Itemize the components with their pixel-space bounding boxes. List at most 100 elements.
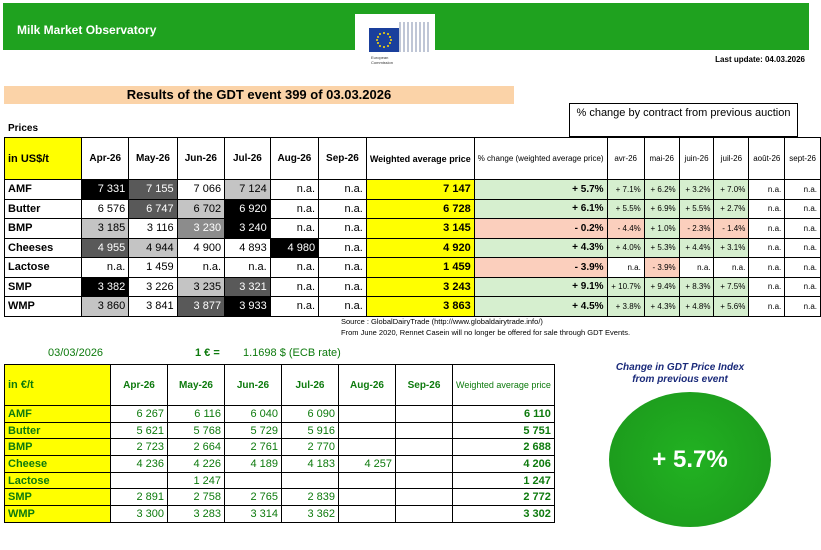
weighted-price: 3 145 xyxy=(365,218,475,239)
price-cell: 5 729 xyxy=(224,421,282,440)
price-cell xyxy=(395,488,453,507)
contract-change: + 7.1% xyxy=(606,179,645,200)
price-cell: 2 664 xyxy=(167,438,225,457)
price-cell: 5 768 xyxy=(167,421,225,440)
price-cell xyxy=(224,471,282,490)
price-cell: 3 382 xyxy=(81,276,130,297)
product-name: BMP xyxy=(3,218,83,239)
price-cell xyxy=(338,438,396,457)
price-cell: 7 331 xyxy=(81,179,130,200)
table-row: WMP 3 300 3 283 3 314 3 362 3 302 xyxy=(4,505,555,523)
month-header: May-26 xyxy=(128,137,178,180)
price-cell: 3 185 xyxy=(81,218,130,239)
table-row: Lactose n.a. 1 459 n.a. n.a. n.a. n.a. 1 459- 3… xyxy=(3,257,821,278)
logo-caption: European Commission xyxy=(371,55,394,65)
contract-change: + 1.0% xyxy=(643,218,680,239)
price-cell: n.a. xyxy=(318,237,367,258)
weighted-price: 5 751 xyxy=(452,421,555,440)
pct-change: + 6.1% xyxy=(473,198,608,219)
price-cell: 2 839 xyxy=(281,488,339,507)
contract-change: n.a. xyxy=(784,218,821,239)
contract-change: n.a. xyxy=(748,276,786,297)
table-row: Lactose 1 247 1 247 xyxy=(4,471,555,490)
price-cell: 6 090 xyxy=(281,405,339,423)
contract-change: n.a. xyxy=(748,257,786,278)
table-row: AMF 6 267 6 116 6 040 6 090 6 110 xyxy=(4,405,555,423)
price-cell: 2 770 xyxy=(281,438,339,457)
weighted-header: Weighted average price xyxy=(365,137,475,180)
contract-change: + 3.2% xyxy=(678,179,715,200)
price-cell: 2 891 xyxy=(110,488,168,507)
price-cell: n.a. xyxy=(269,198,320,219)
contract-change: + 9.4% xyxy=(643,276,680,297)
price-cell xyxy=(110,471,168,490)
price-cell: n.a. xyxy=(318,276,367,297)
price-cell: 2 758 xyxy=(167,488,225,507)
price-cell: n.a. xyxy=(269,276,320,297)
month-header: Jun-26 xyxy=(224,364,282,406)
product-name: AMF xyxy=(4,405,111,423)
price-cell: 4 189 xyxy=(224,455,282,473)
price-cell: 3 283 xyxy=(167,505,225,523)
price-cell: n.a. xyxy=(269,218,320,239)
price-cell: 6 267 xyxy=(110,405,168,423)
table-row: BMP 2 723 2 664 2 761 2 770 2 688 xyxy=(4,438,555,457)
pct-change: + 9.1% xyxy=(473,276,608,297)
product-name: Lactose xyxy=(4,471,111,490)
weighted-price: 1 247 xyxy=(452,471,555,490)
product-name: Cheese xyxy=(4,455,111,473)
eu-flag-icon xyxy=(369,28,399,52)
price-cell: 3 226 xyxy=(128,276,178,297)
price-cell: 4 955 xyxy=(81,237,130,258)
pct-change: - 3.9% xyxy=(473,257,608,278)
table-row: WMP 3 860 3 841 3 877 3 933 n.a. n.a. 3 863 + 4.… xyxy=(3,296,821,317)
contract-change: + 5.5% xyxy=(678,198,715,219)
contract-month-header: avr-26 xyxy=(606,137,645,180)
month-header: Aug-26 xyxy=(338,364,396,406)
contract-change: - 2.3% xyxy=(678,218,715,239)
contract-change: + 4.3% xyxy=(643,296,680,317)
european-commission-logo: European Commission xyxy=(355,14,435,70)
price-cell: 4 893 xyxy=(224,237,271,258)
price-cell: n.a. xyxy=(318,198,367,219)
berlaymont-building-icon xyxy=(399,22,429,52)
contract-change: + 4.8% xyxy=(678,296,715,317)
price-cell: 6 576 xyxy=(81,198,130,219)
price-cell: n.a. xyxy=(176,257,226,278)
weighted-price: 3 302 xyxy=(452,505,555,523)
price-cell: 4 226 xyxy=(167,455,225,473)
price-cell: 2 761 xyxy=(224,438,282,457)
contract-change: n.a. xyxy=(784,276,821,297)
weighted-price: 7 147 xyxy=(365,179,475,200)
month-header: Sep-26 xyxy=(395,364,453,406)
price-cell xyxy=(395,421,453,440)
price-cell: 6 702 xyxy=(176,198,226,219)
price-cell: 3 300 xyxy=(110,505,168,523)
product-name: Cheeses xyxy=(3,237,83,258)
price-cell xyxy=(395,405,453,423)
price-cell xyxy=(338,505,396,523)
price-cell: 6 116 xyxy=(167,405,225,423)
contract-change: + 8.3% xyxy=(678,276,715,297)
table-row: SMP 3 382 3 226 3 235 3 321 n.a. n.a. 3 243 + 9.… xyxy=(3,276,821,297)
contract-change-header: % change by contract from previous aucti… xyxy=(569,103,798,137)
price-cell: 7 155 xyxy=(128,179,178,200)
source-note: Source : GlobalDairyTrade (http://www.gl… xyxy=(341,317,631,337)
usd-price-table: in US$/t Apr-26 May-26 Jun-26 Jul-26 Aug… xyxy=(3,137,821,317)
month-header: Jul-26 xyxy=(281,364,339,406)
price-cell: n.a. xyxy=(269,296,320,317)
price-cell: 3 933 xyxy=(224,296,271,317)
price-cell: n.a. xyxy=(318,218,367,239)
month-header: Jul-26 xyxy=(224,137,271,180)
table-row: Cheeses 4 955 4 944 4 900 4 893 4 980 n.a. 4 92… xyxy=(3,237,821,258)
contract-change: n.a. xyxy=(713,257,750,278)
price-cell xyxy=(281,471,339,490)
eur-price-table: in €/t Apr-26 May-26 Jun-26 Jul-26 Aug-2… xyxy=(4,364,555,523)
price-cell: 7 066 xyxy=(176,179,226,200)
price-cell: 7 124 xyxy=(224,179,271,200)
gdt-index-value: + 5.7% xyxy=(652,445,728,473)
contract-change: n.a. xyxy=(606,257,645,278)
weighted-price: 4 206 xyxy=(452,455,555,473)
usd-unit-label: in US$/t xyxy=(3,137,83,180)
contract-change: + 4.0% xyxy=(606,237,645,258)
